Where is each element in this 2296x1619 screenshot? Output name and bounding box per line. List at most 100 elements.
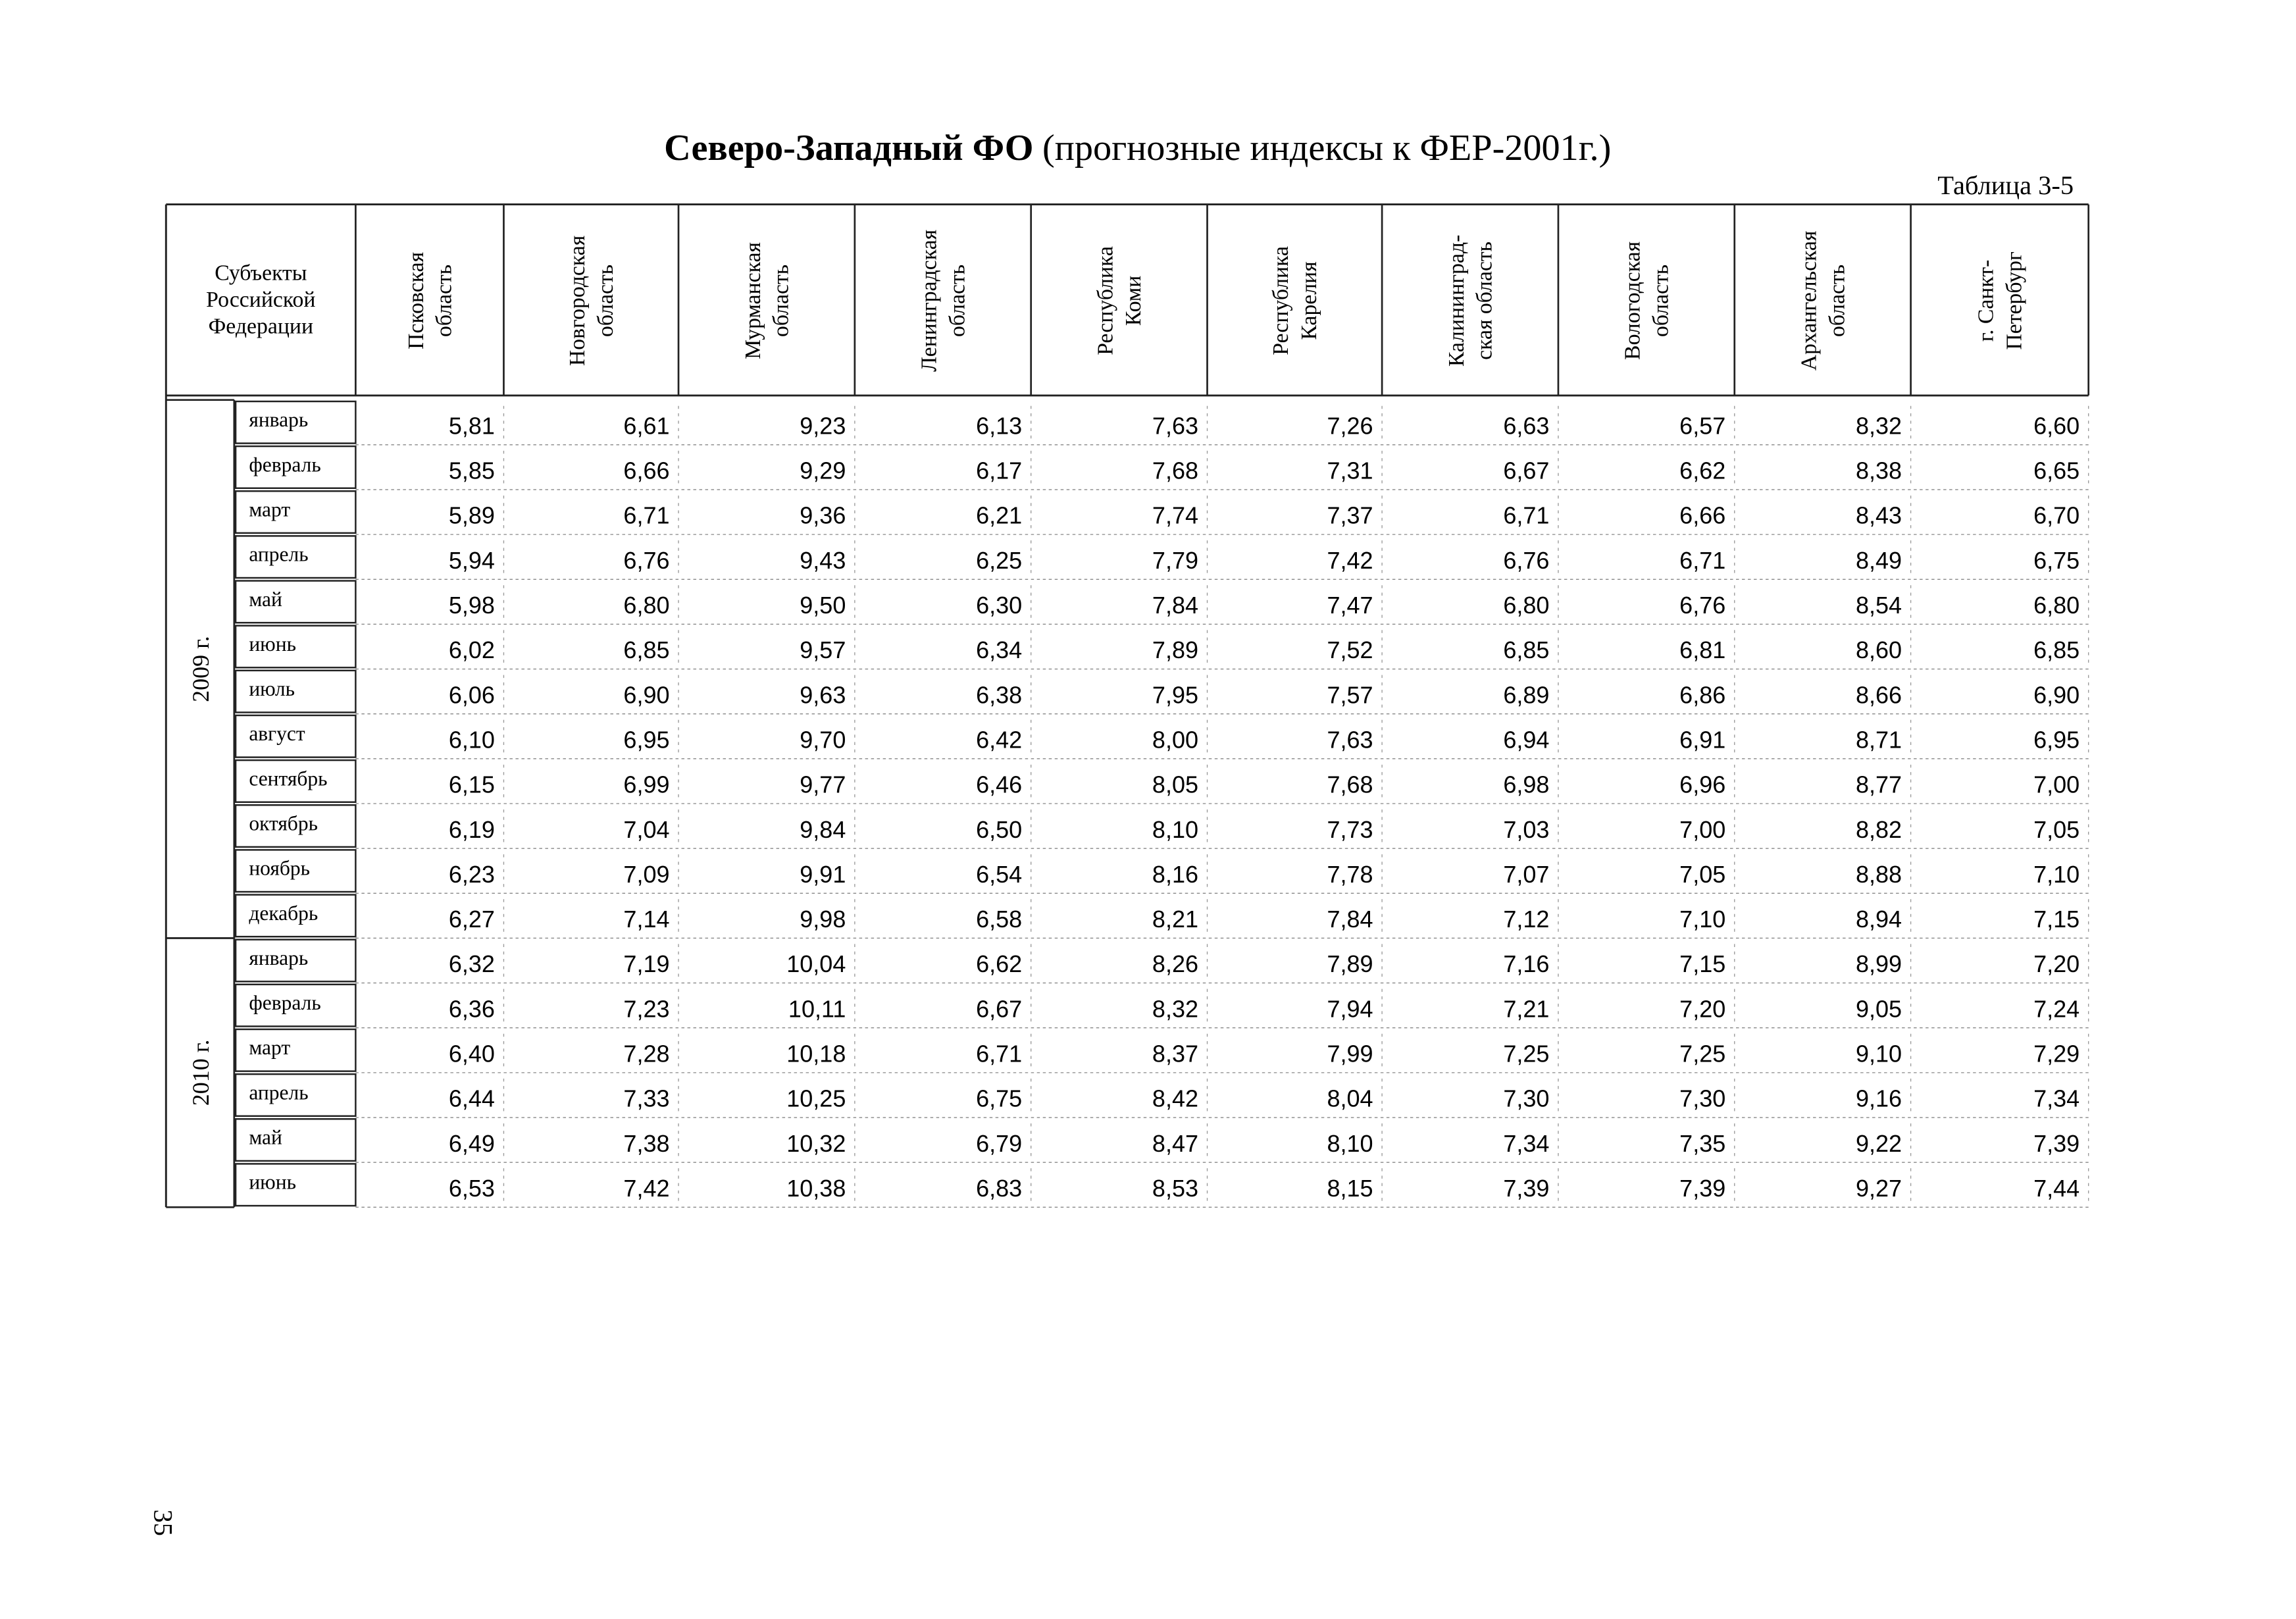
cell-value: 6,81 (1679, 636, 1725, 663)
cell-value: 8,99 (1856, 950, 1902, 977)
month-label: сентябрь (249, 767, 327, 790)
cell-value: 7,52 (1327, 636, 1373, 663)
cell-value: 8,77 (1856, 771, 1902, 798)
cell-value: 7,04 (623, 816, 669, 843)
title-rest: (прогнозные индексы к ФЕР-2001г.) (1042, 128, 1611, 168)
month-label: февраль (249, 991, 320, 1014)
cell-value: 6,54 (976, 861, 1022, 888)
cell-value: 7,12 (1503, 906, 1549, 933)
cell-value: 6,30 (976, 592, 1022, 619)
cell-value: 9,63 (800, 681, 846, 708)
cell-value: 7,42 (1327, 547, 1373, 574)
cell-value: 6,89 (1503, 681, 1549, 708)
month-label: июнь (249, 1171, 296, 1194)
cell-value: 9,57 (800, 636, 846, 663)
cell-value: 7,24 (2033, 995, 2079, 1022)
cell-value: 9,29 (800, 457, 846, 484)
cell-value: 7,37 (1327, 502, 1373, 529)
cell-value: 6,76 (623, 547, 669, 574)
cell-value: 6,44 (449, 1085, 495, 1112)
cell-value: 6,90 (623, 681, 669, 708)
cell-value: 7,34 (1503, 1130, 1549, 1157)
cell-value: 6,66 (1679, 502, 1725, 529)
cell-value: 9,36 (800, 502, 846, 529)
cell-value: 7,05 (1679, 861, 1725, 888)
column-header: область (432, 265, 457, 337)
month-cell (234, 490, 357, 534)
year-label: 2010 г. (188, 1040, 214, 1106)
cell-value: 8,49 (1856, 547, 1902, 574)
cell-value: 6,83 (976, 1175, 1022, 1202)
cell-value: 7,39 (1503, 1175, 1549, 1202)
cell-value: 7,38 (623, 1130, 669, 1157)
cell-value: 8,10 (1327, 1130, 1373, 1157)
cell-value: 7,28 (623, 1040, 669, 1067)
month-label: май (249, 588, 282, 611)
page-number: 35 (148, 1509, 178, 1536)
cell-value: 7,47 (1327, 592, 1373, 619)
column-header: Псковская (404, 252, 428, 349)
cell-value: 7,89 (1152, 636, 1198, 663)
month-cell (234, 669, 357, 713)
cell-value: 7,14 (623, 906, 669, 933)
cell-value: 6,71 (1679, 547, 1725, 574)
cell-value: 7,30 (1679, 1085, 1725, 1112)
cell-value: 9,16 (1856, 1085, 1902, 1112)
cell-value: 7,15 (2033, 906, 2079, 933)
cell-value: 7,34 (2033, 1085, 2079, 1112)
cell-value: 7,21 (1503, 995, 1549, 1022)
cell-value: 6,95 (623, 726, 669, 753)
cell-value: 9,70 (800, 726, 846, 753)
cell-value: 6,65 (2033, 457, 2079, 484)
cell-value: 8,15 (1327, 1175, 1373, 1202)
cell-value: 5,98 (449, 592, 495, 619)
cell-value: 8,54 (1856, 592, 1902, 619)
cell-value: 6,42 (976, 726, 1022, 753)
month-label: декабрь (249, 902, 318, 925)
month-cell (234, 580, 357, 624)
month-cell (234, 938, 357, 983)
cell-value: 8,05 (1152, 771, 1198, 798)
cell-value: 7,42 (623, 1175, 669, 1202)
cell-value: 7,20 (2033, 950, 2079, 977)
cell-value: 9,91 (800, 861, 846, 888)
month-label: март (249, 1036, 290, 1059)
cell-value: 6,58 (976, 906, 1022, 933)
month-cell (234, 1073, 357, 1118)
month-label: ноябрь (249, 857, 310, 880)
cell-value: 6,46 (976, 771, 1022, 798)
cell-value: 6,10 (449, 726, 495, 753)
cell-value: 5,85 (449, 457, 495, 484)
cell-value: 7,63 (1152, 412, 1198, 439)
cell-value: 6,34 (976, 636, 1022, 663)
column-header: Вологодская (1621, 242, 1645, 360)
cell-value: 7,44 (2033, 1175, 2079, 1202)
corner-label: Субъекты (215, 261, 307, 285)
cell-value: 7,00 (2033, 771, 2079, 798)
cell-value: 9,84 (800, 816, 846, 843)
cell-value: 6,71 (1503, 502, 1549, 529)
month-cell (234, 759, 357, 803)
cell-value: 7,20 (1679, 995, 1725, 1022)
corner-label: Федерации (209, 314, 313, 338)
cell-value: 6,60 (2033, 412, 2079, 439)
cell-value: 6,85 (1503, 636, 1549, 663)
cell-value: 7,25 (1503, 1040, 1549, 1067)
month-cell (234, 1028, 357, 1072)
cell-value: 7,25 (1679, 1040, 1725, 1067)
cell-value: 7,10 (2033, 861, 2079, 888)
cell-value: 10,25 (786, 1085, 846, 1112)
column-header: Петербург (2002, 251, 2026, 349)
cell-value: 6,53 (449, 1175, 495, 1202)
cell-value: 9,10 (1856, 1040, 1902, 1067)
cell-value: 6,94 (1503, 726, 1549, 753)
cell-value: 8,26 (1152, 950, 1198, 977)
cell-value: 7,10 (1679, 906, 1725, 933)
cell-value: 7,29 (2033, 1040, 2079, 1067)
month-label: январь (249, 946, 308, 969)
cell-value: 7,68 (1327, 771, 1373, 798)
cell-value: 10,32 (786, 1130, 846, 1157)
cell-value: 6,19 (449, 816, 495, 843)
cell-value: 7,33 (623, 1085, 669, 1112)
column-header: г. Санкт- (1974, 260, 1999, 342)
